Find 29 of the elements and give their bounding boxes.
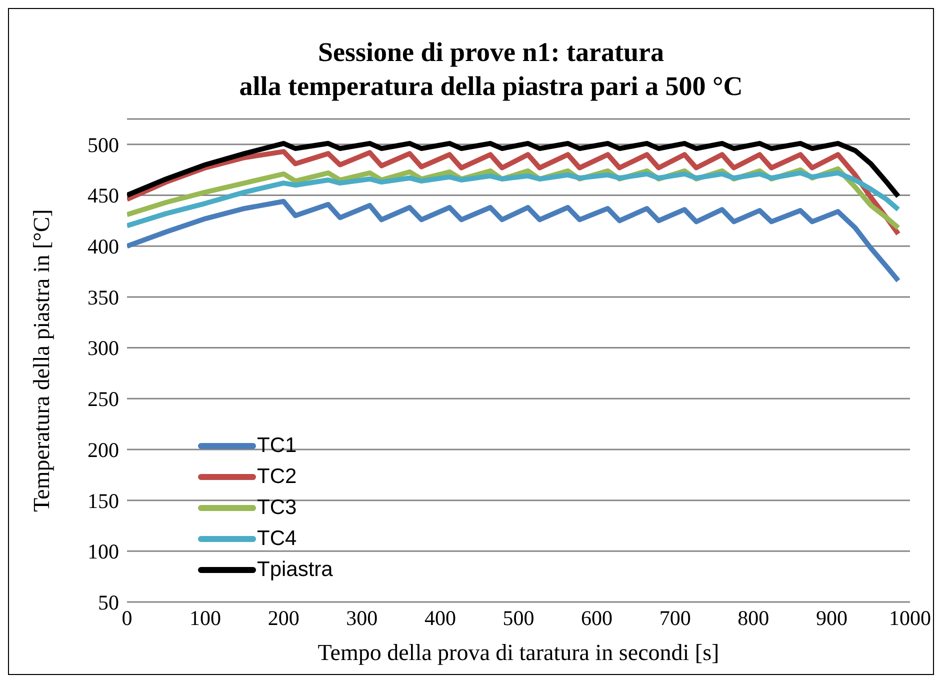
x-tick-label: 400 [424, 606, 456, 630]
y-tick-label: 400 [88, 234, 119, 259]
x-tick-label: 300 [346, 606, 378, 630]
y-tick-label: 350 [88, 285, 119, 310]
x-tick-label: 0 [122, 606, 132, 630]
x-tick-label: 800 [738, 606, 770, 630]
legend-label: TC4 [257, 526, 297, 550]
x-tick-label: 500 [502, 606, 534, 630]
y-axis-title: Temperatura della piastra in [°C] [29, 209, 54, 512]
x-tick-label: 700 [659, 606, 691, 630]
chart-title: Sessione di prove n1: taratura alla temperatura della piastra pari a 500 °C [238, 36, 744, 103]
x-axis-title: Tempo della prova di taratura in secondi [s] [318, 640, 720, 665]
y-tick-label: 250 [88, 387, 119, 412]
x-tick-label: 900 [816, 606, 848, 630]
x-tick-label: 200 [268, 606, 300, 630]
legend-label: TC3 [257, 496, 297, 520]
y-tick-label: 300 [88, 336, 119, 360]
legend-label: Tpiastra [257, 558, 333, 582]
y-tick-label: 50 [98, 590, 119, 614]
y-tick-label: 450 [88, 184, 119, 208]
x-tick-label: 1000 [889, 606, 931, 630]
y-tick-label: 150 [88, 488, 119, 513]
x-tick-label: 100 [190, 606, 222, 630]
y-tick-label: 200 [88, 438, 119, 462]
legend-label: TC1 [257, 434, 297, 458]
x-tick-label: 600 [581, 606, 613, 630]
y-tick-label: 100 [88, 540, 119, 564]
y-tick-label: 500 [88, 132, 119, 157]
legend-label: TC2 [257, 464, 297, 488]
